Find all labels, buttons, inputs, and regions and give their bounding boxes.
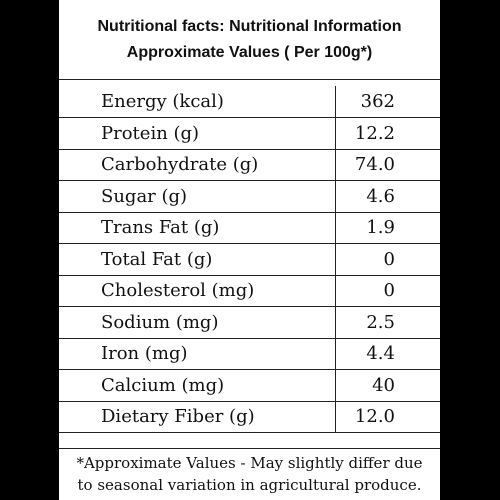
nutrient-value: 0 — [335, 243, 440, 276]
footnote-line: *Approximate Values - May slightly diffe… — [76, 454, 423, 472]
nutrient-value: 2.5 — [335, 306, 440, 339]
nutrient-value: 74.0 — [335, 148, 440, 181]
nutrient-value: 40 — [335, 369, 440, 402]
nutrition-facts-panel: Nutritional facts: Nutritional Informati… — [59, 0, 440, 500]
nutrient-name: Dietary Fiber (g) — [59, 400, 336, 433]
nutrient-name: Trans Fat (g) — [59, 211, 336, 244]
nutrient-name: Carbohydrate (g) — [59, 148, 336, 181]
table-row: Carbohydrate (g) 74.0 — [59, 148, 440, 181]
nutrient-value: 4.6 — [335, 180, 440, 213]
nutrient-name: Sodium (mg) — [59, 306, 336, 339]
footnote: *Approximate Values - May slightly diffe… — [59, 452, 440, 496]
nutrient-value: 12.2 — [335, 117, 440, 150]
nutrient-value: 362 — [335, 86, 440, 118]
nutrient-value: 12.0 — [335, 400, 440, 433]
table-row: Dietary Fiber (g) 12.0 — [59, 400, 440, 433]
table-row: Cholesterol (mg) 0 — [59, 274, 440, 307]
nutrient-name: Iron (mg) — [59, 337, 336, 370]
table-row: Iron (mg) 4.4 — [59, 337, 440, 370]
nutrient-value: 4.4 — [335, 337, 440, 370]
nutrition-header: Nutritional facts: Nutritional Informati… — [59, 0, 440, 75]
nutrient-name: Sugar (g) — [59, 180, 336, 213]
footnote-line: to seasonal variation in agricultural pr… — [77, 476, 422, 494]
table-row: Calcium (mg) 40 — [59, 369, 440, 402]
header-subtitle: Approximate Values ( Per 100g*) — [126, 44, 373, 61]
table-row: Sodium (mg) 2.5 — [59, 306, 440, 339]
nutrient-name: Total Fat (g) — [59, 243, 336, 276]
nutrient-value: 0 — [335, 274, 440, 307]
header-divider — [59, 79, 440, 80]
table-row: Sugar (g) 4.6 — [59, 180, 440, 213]
table-row: Trans Fat (g) 1.9 — [59, 211, 440, 244]
nutrient-name: Calcium (mg) — [59, 369, 336, 402]
nutrition-table: Energy (kcal) 362 Protein (g) 12.2 Carbo… — [59, 86, 440, 433]
table-row: Total Fat (g) 0 — [59, 243, 440, 276]
nutrient-value: 1.9 — [335, 211, 440, 244]
nutrient-name: Protein (g) — [59, 117, 336, 150]
nutrient-name: Cholesterol (mg) — [59, 274, 336, 307]
table-row: Energy (kcal) 362 — [59, 86, 440, 118]
nutrient-name: Energy (kcal) — [59, 86, 336, 118]
table-row: Protein (g) 12.2 — [59, 117, 440, 150]
footnote-divider — [59, 448, 440, 449]
header-title: Nutritional facts: Nutritional Informati… — [97, 18, 402, 35]
